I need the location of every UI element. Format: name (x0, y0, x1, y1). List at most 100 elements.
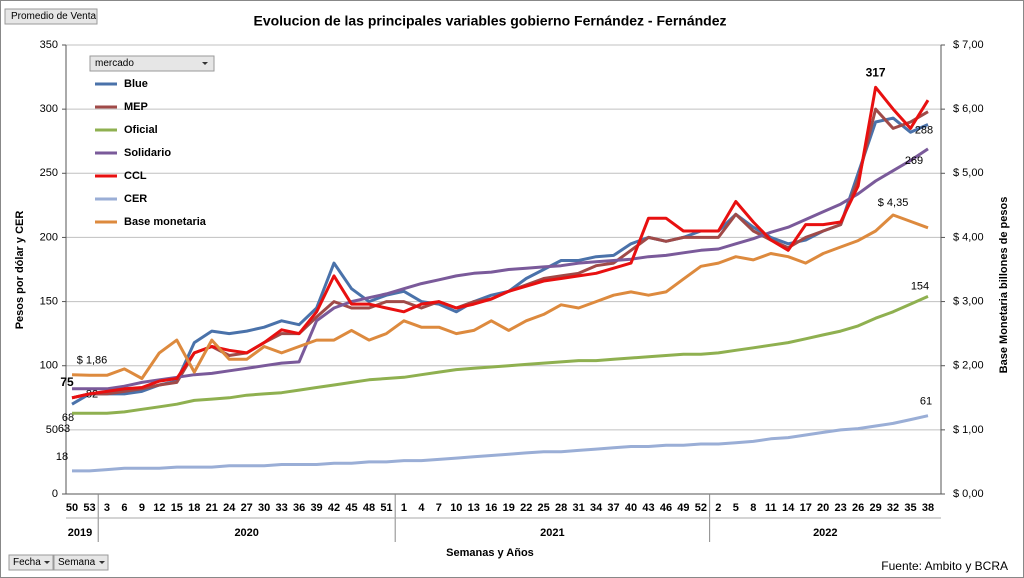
chart-title: Evolucion de las principales variables g… (253, 13, 726, 29)
x-tick-label: 4 (418, 502, 425, 514)
x-tick-label: 51 (380, 502, 392, 514)
filter-button[interactable]: Promedio de Venta (4, 8, 98, 25)
data-label: 18 (56, 451, 68, 463)
year-label: 2021 (540, 527, 564, 539)
row-button[interactable]: Semana (53, 554, 109, 571)
x-tick-label: 48 (363, 502, 375, 514)
x-tick-label: 52 (695, 502, 707, 514)
legend-label: Oficial (124, 124, 158, 136)
legend-label: CER (124, 193, 147, 205)
x-tick-label: 43 (642, 502, 654, 514)
x-tick-label: 7 (436, 502, 442, 514)
legend-label: Base monetaria (124, 216, 207, 228)
x-tick-label: 39 (310, 502, 322, 514)
y-tick-label: 350 (40, 39, 58, 51)
x-tick-label: 49 (677, 502, 689, 514)
x-tick-label: 16 (485, 502, 497, 514)
y-tick-label: 250 (40, 167, 58, 179)
x-tick-label: 5 (733, 502, 739, 514)
row-button-label[interactable]: Semana (58, 557, 96, 568)
x-tick-label: 9 (139, 502, 145, 514)
x-tick-label: 27 (241, 502, 253, 514)
x-tick-label: 23 (835, 502, 847, 514)
x-tick-label: 19 (503, 502, 515, 514)
series-line (72, 295, 929, 415)
x-tick-label: 53 (83, 502, 95, 514)
y2-tick-label: $ 3,00 (953, 295, 984, 307)
series-line (71, 116, 929, 406)
y-tick-label: 200 (40, 231, 58, 243)
data-label: 154 (911, 280, 929, 292)
x-tick-label: 10 (450, 502, 462, 514)
x-tick-label: 42 (328, 502, 340, 514)
data-label: 288 (915, 124, 933, 136)
data-label: 317 (866, 66, 886, 80)
x-tick-label: 18 (188, 502, 200, 514)
source-note: Fuente: Ambito y BCRA (881, 559, 1008, 573)
year-label: 2022 (813, 527, 837, 539)
x-tick-label: 38 (922, 502, 934, 514)
x-tick-label: 12 (153, 502, 165, 514)
x-tick-label: 30 (258, 502, 270, 514)
x-tick-label: 24 (223, 502, 236, 514)
y2-tick-label: $ 2,00 (953, 360, 984, 372)
data-label: 63 (58, 423, 70, 435)
x-tick-label: 6 (121, 502, 127, 514)
legend-dropdown-label[interactable]: mercado (95, 58, 134, 69)
x-tick-label: 20 (817, 502, 829, 514)
data-label: $ 1,86 (77, 355, 108, 367)
x-axis-title: Semanas y Años (446, 547, 534, 559)
x-tick-label: 46 (660, 502, 672, 514)
row-button-label[interactable]: Fecha (13, 557, 41, 568)
data-label: 61 (920, 396, 932, 408)
x-tick-label: 29 (869, 502, 881, 514)
series-line (72, 414, 929, 473)
row-button[interactable]: Fecha (8, 554, 54, 571)
x-tick-label: 8 (750, 502, 756, 514)
x-tick-label: 33 (276, 502, 288, 514)
data-label: 269 (905, 155, 923, 167)
y-tick-label: 100 (40, 360, 58, 372)
y-tick-label: 300 (40, 103, 58, 115)
filter-button-label[interactable]: Promedio de Venta (11, 11, 96, 22)
x-tick-label: 50 (66, 502, 78, 514)
dropdown-arrow (44, 561, 50, 564)
legend-label: MEP (124, 101, 148, 113)
x-tick-label: 31 (572, 502, 584, 514)
legend-label: Solidario (124, 147, 171, 159)
year-label: 2020 (234, 527, 258, 539)
y2-tick-label: $ 5,00 (953, 167, 984, 179)
x-tick-label: 17 (800, 502, 812, 514)
dropdown-arrow (202, 62, 208, 65)
x-tick-label: 14 (782, 502, 795, 514)
data-label: 75 (60, 375, 74, 389)
data-label: 68 (62, 412, 74, 424)
x-tick-label: 25 (538, 502, 550, 514)
x-tick-label: 1 (401, 502, 407, 514)
dropdown-arrow (99, 561, 105, 564)
y2-axis-title: Base Monetaria billones de pesos (998, 197, 1010, 374)
x-tick-label: 22 (520, 502, 532, 514)
x-tick-label: 37 (607, 502, 619, 514)
y2-tick-label: $ 6,00 (953, 103, 984, 115)
legend-dropdown[interactable]: mercado (89, 55, 215, 72)
y2-tick-label: $ 0,00 (953, 488, 984, 500)
x-tick-label: 45 (345, 502, 357, 514)
y-axis-title: Pesos por dólar y CER (14, 211, 26, 330)
x-tick-label: 36 (293, 502, 305, 514)
legend-label: Blue (124, 78, 148, 90)
x-tick-label: 35 (904, 502, 916, 514)
series-line (71, 85, 930, 400)
x-tick-label: 34 (590, 502, 603, 514)
x-tick-label: 32 (887, 502, 899, 514)
y-tick-label: 150 (40, 295, 58, 307)
x-tick-label: 11 (765, 502, 777, 514)
x-tick-label: 26 (852, 502, 864, 514)
x-tick-label: 28 (555, 502, 567, 514)
data-label: $ 4,35 (878, 197, 909, 209)
series-line (72, 147, 929, 391)
x-tick-label: 15 (171, 502, 183, 514)
y2-tick-label: $ 7,00 (953, 39, 984, 51)
series-line (71, 213, 929, 380)
